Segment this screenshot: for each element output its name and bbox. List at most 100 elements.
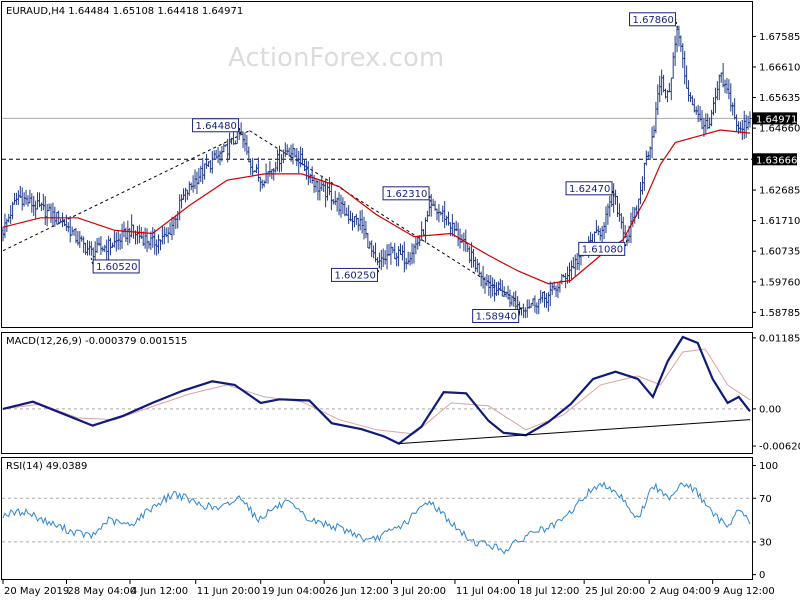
support-price-label: 1.63666 (756, 155, 797, 166)
price-bar (537, 298, 541, 315)
price-bar (677, 25, 681, 47)
price-bar (662, 74, 666, 93)
price-bar (541, 291, 545, 303)
annotation-leader (518, 307, 522, 317)
last-price-label: 1.64971 (756, 114, 797, 125)
price-bar (713, 87, 717, 113)
rsi-panel-frame (1, 457, 753, 580)
price-bar (514, 290, 518, 312)
price-bar (420, 221, 424, 241)
price-bar (335, 197, 339, 212)
price-bar (137, 224, 141, 244)
price-bar (612, 183, 616, 213)
price-bar (324, 179, 328, 208)
price-bar (508, 289, 512, 308)
x-tick-label: 25 Jul 20:00 (585, 586, 645, 597)
price-bar (654, 101, 658, 134)
price-bar (49, 203, 53, 223)
annotation-leader (611, 188, 615, 197)
price-bar (291, 143, 295, 165)
price-bar (182, 188, 186, 200)
price-bar (24, 189, 28, 205)
price-bar (43, 196, 47, 226)
price-bar (556, 282, 560, 298)
price-bar (669, 77, 673, 101)
price-bar (644, 150, 648, 166)
price-bar (322, 181, 326, 192)
macd-signal-line (2, 348, 751, 435)
price-bar (53, 206, 57, 227)
price-bar (569, 260, 573, 280)
support-price-badge (753, 153, 797, 166)
annotation-leader (624, 240, 628, 250)
price-bar (706, 113, 710, 130)
annotation-leader (377, 266, 380, 276)
price-bar (614, 189, 618, 205)
price-bar (16, 190, 20, 206)
price-bar (471, 248, 475, 268)
price-bar (495, 282, 499, 296)
price-bar (485, 274, 489, 286)
price-bar (59, 218, 63, 224)
price-bar (441, 205, 445, 223)
price-bar (13, 192, 17, 205)
price-bar (18, 185, 22, 199)
price-bar (639, 181, 643, 205)
price-bar (358, 210, 362, 231)
dashed-trendline (249, 130, 519, 302)
price-bar (447, 211, 451, 226)
price-bar (535, 302, 539, 315)
macd-line (2, 335, 751, 445)
price-bar (287, 147, 291, 157)
price-bar (422, 229, 426, 236)
moving-average-line (2, 129, 751, 285)
price-bar (544, 293, 548, 308)
rsi-layer (2, 481, 752, 555)
price-bar (362, 216, 366, 240)
rsi-y-tick-label: 0 (759, 570, 765, 581)
price-bar (487, 275, 491, 296)
price-bar (562, 274, 566, 278)
annotation-label: 1.64480 (196, 121, 237, 132)
price-y-tick-label: 1.62685 (759, 186, 800, 197)
price-bar (529, 303, 533, 309)
price-bar (370, 240, 374, 258)
price-bar (675, 26, 679, 53)
price-bar (619, 213, 623, 229)
price-bar (656, 84, 660, 115)
price-bar (690, 95, 694, 106)
price-bar (172, 217, 176, 236)
rsi-y-tick-label: 30 (759, 537, 772, 548)
price-bar (660, 69, 664, 96)
price-bar (742, 110, 746, 140)
price-bar (101, 246, 105, 252)
price-bar (435, 208, 439, 221)
price-bar (191, 175, 195, 193)
price-bar (598, 228, 602, 241)
annotation-leader (675, 19, 679, 28)
price-bar (180, 194, 184, 209)
annotation-box (565, 181, 613, 196)
price-bar (39, 202, 43, 212)
price-bar (445, 215, 449, 226)
price-bar (97, 237, 101, 246)
price-bar (539, 290, 543, 304)
price-bar (343, 201, 347, 217)
annotation-leader (90, 257, 94, 267)
price-bar (681, 43, 685, 69)
price-bar (379, 249, 383, 271)
price-bar (673, 35, 677, 66)
price-bar (372, 245, 376, 259)
annotation-box (629, 12, 677, 27)
annotation-label: 1.58940 (476, 311, 517, 322)
price-bar (30, 193, 34, 213)
price-bar (512, 291, 516, 307)
rsi-line (2, 481, 751, 555)
price-bar (120, 223, 124, 249)
price-bar (717, 74, 721, 101)
price-panel-frame (1, 1, 753, 328)
price-bar (222, 143, 226, 153)
price-bar (168, 222, 172, 235)
price-bar (78, 231, 82, 248)
price-bar (151, 226, 155, 248)
